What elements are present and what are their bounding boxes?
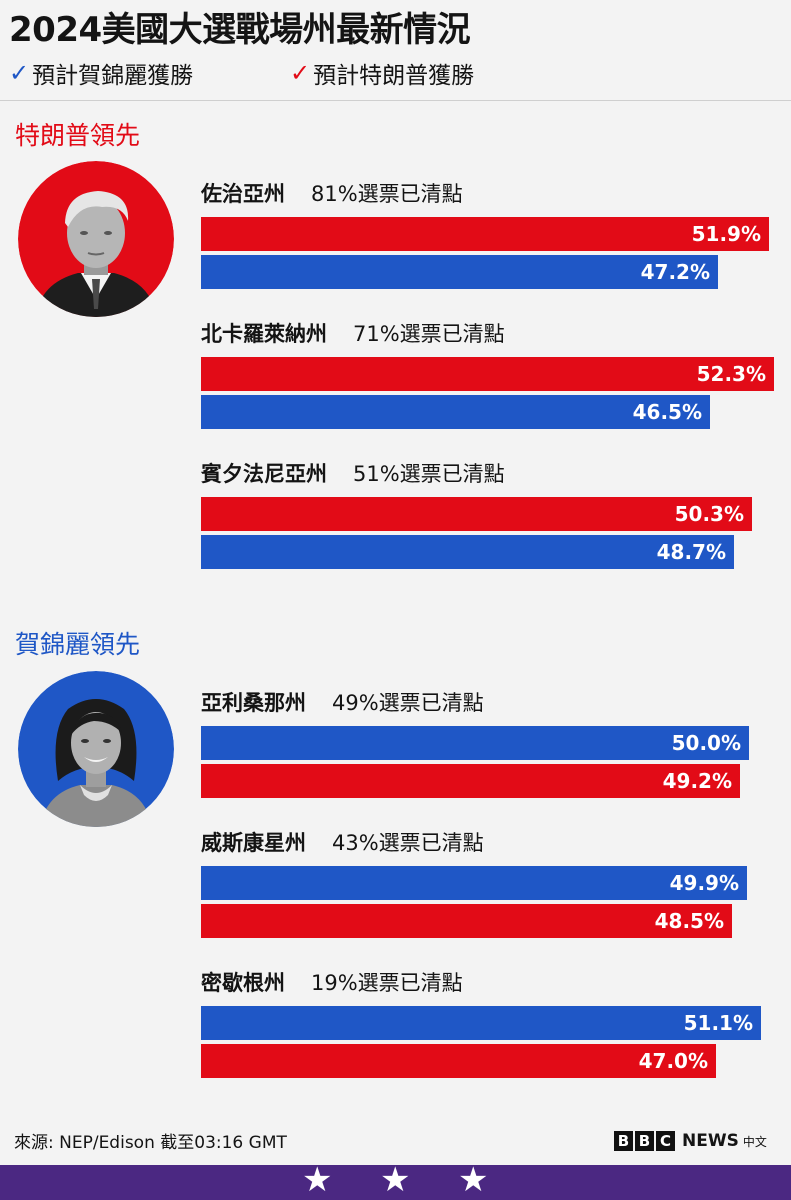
star-icon: ★ <box>380 1160 411 1200</box>
bar-value-label: 50.0% <box>671 731 741 755</box>
votes-counted: 51%選票已清點 <box>353 462 505 486</box>
votes-counted: 81%選票已清點 <box>311 182 463 206</box>
bar-value-label: 47.0% <box>638 1049 708 1073</box>
state-header: 北卡羅萊納州 71%選票已清點 <box>201 318 505 348</box>
bar-trump: 47.0% <box>201 1044 716 1078</box>
bar-trump: 49.2% <box>201 764 740 798</box>
legend-trump-label: 預計特朗普獲勝 <box>313 63 475 89</box>
bar-harris: 48.7% <box>201 535 734 569</box>
bar-value-label: 49.2% <box>662 769 732 793</box>
state-header: 佐治亞州 81%選票已清點 <box>201 178 463 208</box>
trump-portrait <box>18 161 174 317</box>
state-header: 賓夕法尼亞州 51%選票已清點 <box>201 458 505 488</box>
bar-harris: 46.5% <box>201 395 710 429</box>
bbc-news-logo: B B C NEWS 中文 <box>614 1131 767 1151</box>
votes-counted: 19%選票已清點 <box>311 971 463 995</box>
star-icon: ★ <box>458 1160 489 1200</box>
check-icon: ✓ <box>290 59 311 87</box>
state-header: 威斯康星州 43%選票已清點 <box>201 827 484 857</box>
bar-harris: 47.2% <box>201 255 718 289</box>
state-name: 賓夕法尼亞州 <box>201 462 327 486</box>
bar-trump: 51.9% <box>201 217 769 251</box>
bar-value-label: 49.9% <box>669 871 739 895</box>
bar-value-label: 51.9% <box>691 222 761 246</box>
footer-band <box>0 1165 791 1200</box>
state-name: 威斯康星州 <box>201 831 306 855</box>
state-header: 亞利桑那州 49%選票已清點 <box>201 687 484 717</box>
votes-counted: 49%選票已清點 <box>332 691 484 715</box>
bar-harris: 49.9% <box>201 866 747 900</box>
bar-value-label: 48.7% <box>656 540 726 564</box>
votes-counted: 43%選票已清點 <box>332 831 484 855</box>
state-name: 北卡羅萊納州 <box>201 322 327 346</box>
bar-value-label: 50.3% <box>674 502 744 526</box>
bar-harris: 51.1% <box>201 1006 761 1040</box>
bar-value-label: 51.1% <box>683 1011 753 1035</box>
bar-value-label: 46.5% <box>632 400 702 424</box>
legend-harris-label: 預計賀錦麗獲勝 <box>32 63 194 89</box>
state-name: 密歇根州 <box>201 971 285 995</box>
bar-trump: 50.3% <box>201 497 752 531</box>
check-icon: ✓ <box>9 59 30 87</box>
divider <box>0 100 791 101</box>
section-label-harris: 賀錦麗領先 <box>15 630 141 659</box>
source-note: 來源: NEP/Edison 截至03:16 GMT <box>14 1133 287 1153</box>
bar-value-label: 48.5% <box>654 909 724 933</box>
votes-counted: 71%選票已清點 <box>353 322 505 346</box>
bar-value-label: 52.3% <box>696 362 766 386</box>
legend-trump: ✓ 預計特朗普獲勝 <box>290 56 474 90</box>
bar-trump: 52.3% <box>201 357 774 391</box>
bar-harris: 50.0% <box>201 726 749 760</box>
state-header: 密歇根州 19%選票已清點 <box>201 967 463 997</box>
star-icon: ★ <box>302 1160 333 1200</box>
harris-portrait <box>18 671 174 827</box>
page-title: 2024美國大選戰場州最新情況 <box>9 10 471 50</box>
bar-value-label: 47.2% <box>640 260 710 284</box>
state-name: 佐治亞州 <box>201 182 285 206</box>
legend-harris: ✓ 預計賀錦麗獲勝 <box>9 56 193 90</box>
bar-trump: 48.5% <box>201 904 732 938</box>
section-label-trump: 特朗普領先 <box>15 121 141 150</box>
state-name: 亞利桑那州 <box>201 691 306 715</box>
